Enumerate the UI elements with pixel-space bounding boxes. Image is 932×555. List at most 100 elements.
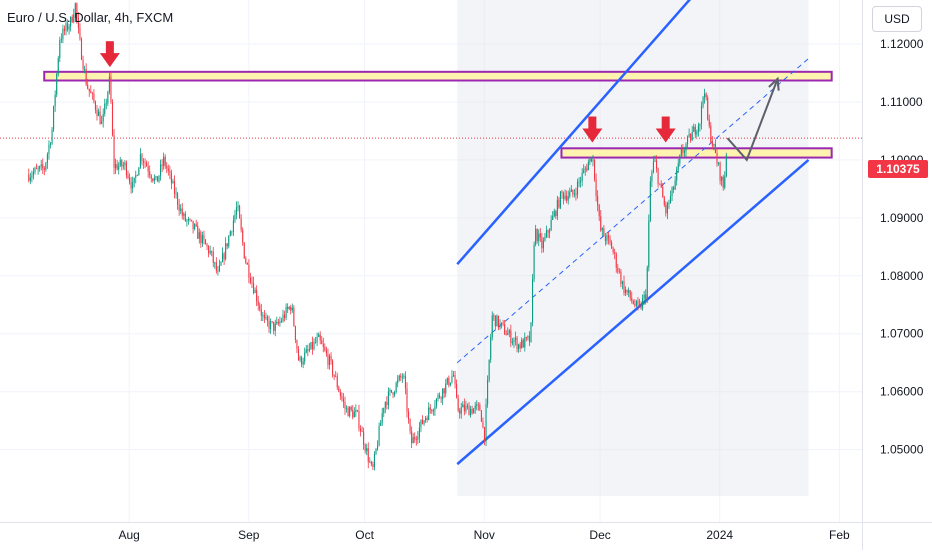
candle-body: [501, 322, 503, 324]
candle: [209, 245, 211, 255]
candle-body: [201, 235, 203, 244]
candle: [423, 419, 425, 426]
candle-body: [287, 306, 289, 309]
candle: [325, 346, 327, 357]
candle: [514, 331, 517, 346]
candle-body: [57, 58, 59, 74]
candle-body: [446, 377, 448, 384]
candle-body: [699, 123, 701, 126]
candle-body: [380, 423, 382, 426]
candle-body: [429, 407, 431, 410]
candle-body: [454, 375, 456, 384]
candle-body: [468, 405, 470, 416]
candle: [257, 295, 259, 311]
candle: [397, 375, 399, 388]
candle-body: [273, 321, 275, 331]
candle: [716, 148, 718, 167]
candle: [442, 388, 444, 406]
candle-body: [662, 187, 664, 198]
candle: [94, 100, 96, 114]
candle: [77, 12, 79, 34]
candle: [102, 108, 104, 128]
candle: [626, 289, 628, 296]
candle-body: [628, 290, 630, 293]
candle: [696, 129, 698, 138]
candle: [573, 189, 575, 198]
candle-body: [648, 220, 650, 268]
candle-body: [654, 160, 656, 162]
candle: [297, 345, 300, 361]
candle: [279, 316, 281, 327]
candle-body: [274, 323, 276, 331]
candle: [284, 310, 286, 322]
candle: [172, 178, 174, 184]
candle: [634, 299, 636, 308]
candle: [528, 331, 530, 347]
candle: [463, 398, 465, 416]
candle-body: [147, 166, 149, 172]
candle: [687, 135, 689, 150]
candle-body: [256, 290, 258, 302]
candle-body: [456, 383, 458, 398]
candle: [598, 203, 600, 222]
candle: [604, 232, 606, 246]
y-tick-label: 1.05000: [880, 443, 924, 457]
candle-body: [116, 164, 118, 170]
candle: [263, 310, 265, 323]
candle: [253, 276, 255, 295]
candle: [443, 387, 445, 399]
candle: [71, 14, 73, 23]
candle: [628, 287, 630, 297]
candle-body: [536, 229, 538, 241]
candle: [248, 259, 250, 284]
candle: [222, 247, 224, 263]
candle-body: [225, 243, 227, 259]
candle: [349, 406, 351, 418]
candle-body: [440, 397, 442, 400]
candle: [346, 405, 348, 413]
candle: [521, 337, 523, 349]
candle-body: [527, 336, 529, 338]
candle: [262, 312, 264, 322]
candle: [195, 219, 197, 227]
candle: [223, 251, 225, 265]
candle: [144, 158, 146, 169]
candle: [614, 248, 616, 260]
candle-body: [101, 121, 103, 124]
candle: [259, 302, 261, 312]
candle: [184, 211, 186, 223]
candle: [367, 442, 369, 469]
candle-body: [107, 92, 109, 104]
candle-body: [563, 192, 565, 200]
candle: [462, 401, 464, 408]
currency-button[interactable]: USD: [872, 6, 922, 32]
candle-body: [425, 417, 427, 421]
candle-body: [609, 238, 611, 243]
candle: [699, 123, 701, 132]
candle-body: [302, 361, 304, 365]
candle-body: [132, 182, 134, 189]
channel-lines: [456, 0, 810, 466]
candle: [378, 422, 380, 447]
candle-body: [507, 333, 509, 336]
candle-body: [638, 304, 641, 306]
candle: [204, 239, 207, 245]
candle-body: [528, 336, 530, 342]
candle-body: [411, 431, 413, 444]
candle-body: [209, 250, 211, 254]
candle-body: [525, 337, 527, 338]
candle-body: [576, 181, 579, 195]
candle-body: [105, 103, 107, 105]
candle: [87, 78, 89, 90]
candle-body: [239, 205, 241, 219]
candle-body: [215, 262, 217, 272]
candle-body: [704, 93, 706, 98]
candle-body: [696, 132, 698, 135]
candle-body: [642, 298, 644, 309]
candle-body: [59, 40, 61, 59]
candle: [260, 303, 262, 322]
candle: [567, 190, 569, 205]
candle-body: [398, 375, 400, 380]
